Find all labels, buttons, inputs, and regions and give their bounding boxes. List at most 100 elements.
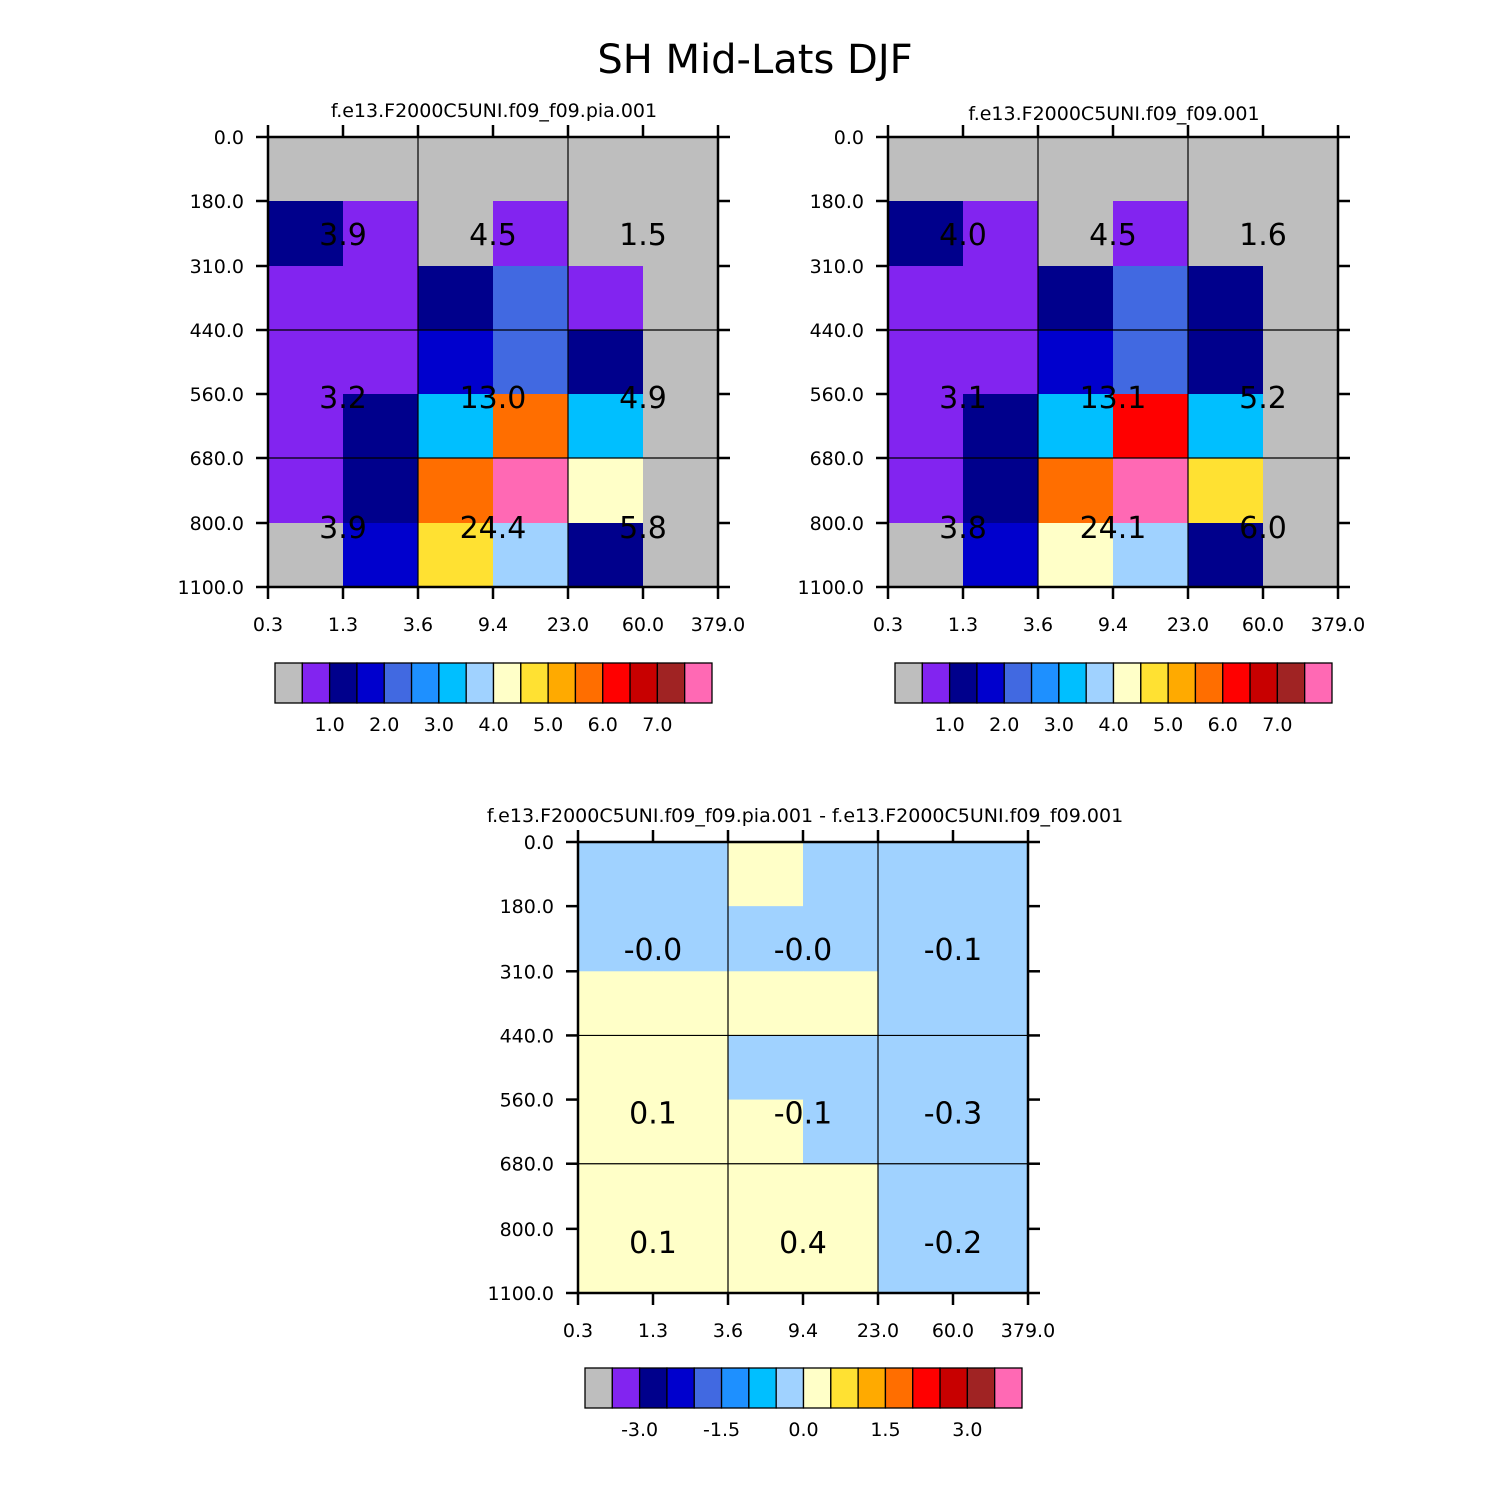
colorbar-label: 2.0 xyxy=(369,714,399,736)
y-tick-label: 800.0 xyxy=(190,513,244,535)
x-tick-label: 379.0 xyxy=(691,614,745,636)
heatmap-cell xyxy=(728,906,804,972)
group-grid xyxy=(578,842,1028,1293)
heatmap-cell xyxy=(568,523,644,588)
heatmap-cell xyxy=(493,201,569,267)
heatmap-cell xyxy=(1188,458,1264,524)
y-tick-label: 180.0 xyxy=(810,191,864,213)
heatmap-cell xyxy=(1113,458,1189,524)
colorbar: -3.0 -1.5 0.0 1.5 3.0 xyxy=(584,1367,1023,1441)
x-tick-label: 379.0 xyxy=(1001,1320,1055,1342)
heatmap-cell xyxy=(653,842,729,907)
y-tick-label: 560.0 xyxy=(190,384,244,406)
heatmap-cell xyxy=(418,523,494,588)
colorbar-box xyxy=(1222,662,1251,704)
x-tick-label: 23.0 xyxy=(547,614,589,636)
heatmap-cell xyxy=(728,1228,804,1294)
y-tick-label: 440.0 xyxy=(810,320,864,342)
group-grid xyxy=(888,137,1338,587)
y-tick-label: 310.0 xyxy=(810,256,864,278)
colorbar-box xyxy=(976,662,1005,704)
colorbar-label: 3.0 xyxy=(1044,714,1074,736)
heatmap-cell xyxy=(1263,266,1339,331)
colorbar-box xyxy=(574,662,604,704)
heatmap-cell xyxy=(953,1163,1029,1230)
heatmap-cell xyxy=(728,1035,804,1101)
heatmap-cell xyxy=(878,906,954,972)
y-tick-label: 1100.0 xyxy=(488,1283,554,1305)
heatmap-cell xyxy=(568,266,644,331)
colorbar-label: 7.0 xyxy=(1262,714,1292,736)
x-tick-label: 379.0 xyxy=(1311,614,1365,636)
heatmap-cell xyxy=(878,1035,954,1101)
heatmap-cell xyxy=(268,201,344,267)
y-tick-label: 180.0 xyxy=(500,896,554,918)
y-tick-label: 0.0 xyxy=(834,127,864,149)
panel-pia: f.e13.F2000C5UNI.f09_f09.pia.001 0.3 1.3 3… xyxy=(178,100,746,736)
heatmap-cell xyxy=(653,1163,729,1230)
heatmap-cell xyxy=(963,137,1039,202)
heatmap-cell xyxy=(268,458,344,524)
heatmap-cell xyxy=(1038,137,1114,202)
heatmap-cell xyxy=(1038,201,1114,267)
x-tick-label: 9.4 xyxy=(788,1320,818,1342)
heatmap-cell xyxy=(1113,330,1189,395)
x-tick-label: 60.0 xyxy=(1242,614,1284,636)
colorbar-label: 5.0 xyxy=(533,714,563,736)
heatmap-cell xyxy=(578,906,654,972)
colorbar-box xyxy=(492,662,522,704)
heatmap-cell xyxy=(1038,330,1114,395)
x-tick-label: 60.0 xyxy=(622,614,664,636)
colorbar-label: 1.0 xyxy=(315,714,345,736)
box-value-label: 3.1 xyxy=(939,381,987,416)
heatmap-cell xyxy=(1113,394,1189,459)
heatmap-cell xyxy=(568,137,644,202)
heatmap-cell xyxy=(418,201,494,267)
colorbar-box xyxy=(1058,662,1087,704)
heatmap-cell xyxy=(963,201,1039,267)
heatmap-cell xyxy=(653,1035,729,1101)
heatmap-cell xyxy=(578,1228,654,1294)
heatmap-cell xyxy=(568,394,644,459)
heatmap-cell xyxy=(653,906,729,972)
heatmap-cell xyxy=(643,458,719,524)
y-tick-label: 310.0 xyxy=(190,256,244,278)
colorbar-box xyxy=(684,662,713,704)
box-value-label: 0.1 xyxy=(629,1097,677,1132)
heatmap-cell xyxy=(343,394,419,459)
box-value-label: -0.3 xyxy=(924,1097,983,1132)
box-value-label: 3.9 xyxy=(319,218,367,253)
x-tick-label: 9.4 xyxy=(1098,614,1128,636)
y-tick-label: 560.0 xyxy=(810,384,864,406)
colorbar-box xyxy=(693,1367,723,1409)
x-tick-label: 1.3 xyxy=(948,614,978,636)
box-value-label: -0.1 xyxy=(774,1097,833,1132)
heatmap-cell xyxy=(1038,266,1114,331)
colorbar-box xyxy=(638,1367,668,1409)
box-value-label: 0.4 xyxy=(779,1226,827,1261)
box-value-label: -0.0 xyxy=(774,933,833,968)
y-tick-label: 310.0 xyxy=(500,961,554,983)
heatmap-cell xyxy=(888,330,964,395)
x-tick-label: 1.3 xyxy=(638,1320,668,1342)
heatmap-cell xyxy=(888,523,964,588)
colorbar-box xyxy=(274,662,303,704)
heatmap-cell xyxy=(1038,458,1114,524)
heatmap-cell xyxy=(578,1099,654,1165)
box-values: 4.0 4.5 1.6 3.1 13.1 5.2 3.8 24.1 6.0 xyxy=(939,218,1287,546)
heatmap-cell xyxy=(728,971,804,1036)
heatmap-cell xyxy=(728,842,804,907)
box-value-label: 5.8 xyxy=(619,511,667,546)
y-tick-label: 0.0 xyxy=(524,832,554,854)
heatmap-cell xyxy=(1038,394,1114,459)
group-grid xyxy=(268,137,718,587)
box-value-label: 4.9 xyxy=(619,381,667,416)
colorbar-box xyxy=(1085,662,1115,704)
box-values: -0.0 -0.0 -0.1 0.1 -0.1 -0.3 0.1 0.4 -0.2 xyxy=(624,933,983,1261)
colorbar: 1.0 2.0 3.0 4.0 5.0 6.0 7.0 xyxy=(894,662,1333,736)
heatmap-cell xyxy=(1113,523,1189,588)
colorbar-label: 4.0 xyxy=(1098,714,1128,736)
heatmap-cell xyxy=(343,458,419,524)
colorbar-box xyxy=(465,662,495,704)
heatmap-cell xyxy=(728,1099,804,1165)
